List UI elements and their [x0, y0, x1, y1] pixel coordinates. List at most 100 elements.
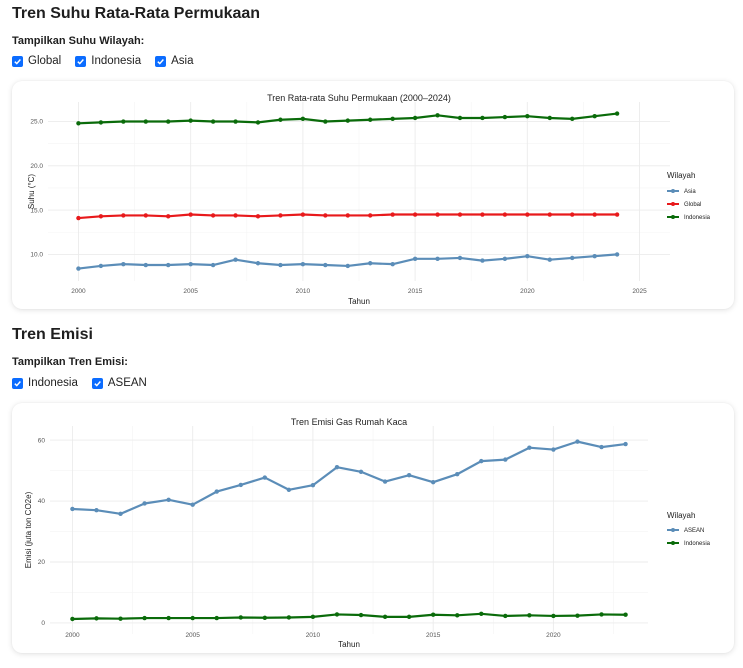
data-point-indonesia — [210, 119, 216, 124]
data-point-indonesia — [368, 117, 373, 122]
data-point-global — [525, 212, 530, 217]
data-point-asia — [76, 266, 81, 271]
data-point-indonesia — [166, 615, 171, 621]
y-tick-label: 40 — [38, 498, 46, 505]
data-point-asia — [547, 257, 552, 262]
data-point-asia — [570, 255, 575, 261]
legend-key-point — [671, 215, 675, 219]
checkbox-label: Global — [28, 55, 62, 67]
data-point-indonesia — [345, 118, 350, 123]
checkbox-label: Indonesia — [28, 377, 78, 389]
data-point-indonesia — [118, 616, 123, 621]
data-point-asia — [345, 263, 350, 269]
temperature-chart: 2000 2005 2010 2015 2020 2025 10.0 15.0 20.0 25.0… — [27, 93, 711, 306]
checkbox-checked-icon[interactable] — [91, 377, 103, 389]
data-point-asia — [368, 261, 373, 266]
data-point-indonesia — [503, 613, 508, 619]
data-point-asean — [358, 469, 364, 474]
legend-key-point — [671, 541, 675, 545]
x-tick-label: 2010 — [306, 632, 321, 639]
y-tick-label: 20 — [38, 559, 46, 566]
data-point-global — [614, 212, 620, 217]
checkbox-asia[interactable]: Asia — [155, 55, 194, 67]
data-point-asean — [334, 465, 340, 470]
checkbox-asean[interactable]: ASEAN — [91, 377, 147, 389]
data-point-indonesia — [412, 115, 418, 121]
data-point-global — [98, 214, 104, 219]
x-tick-label: 2005 — [185, 632, 200, 639]
data-point-asia — [592, 253, 597, 259]
data-point-asia — [233, 257, 238, 262]
data-point-asean — [166, 497, 171, 503]
data-point-asia — [435, 256, 440, 262]
checkbox-checked-icon[interactable] — [12, 55, 23, 67]
data-point-global — [435, 212, 440, 217]
x-tick-label: 2005 — [183, 288, 198, 295]
data-point-indonesia — [190, 615, 195, 621]
x-tick-label: 2015 — [426, 632, 441, 639]
x-tick-label: 2000 — [65, 632, 80, 639]
data-point-indonesia — [262, 615, 268, 620]
data-point-asean — [190, 502, 195, 507]
legend-title: Wilayah — [667, 171, 695, 180]
data-point-asia — [390, 261, 395, 267]
data-point-indonesia — [455, 613, 460, 618]
data-point-indonesia — [278, 117, 283, 122]
data-point-asean — [262, 475, 268, 480]
x-tick-label: 2020 — [520, 288, 535, 295]
data-point-global — [323, 213, 328, 218]
checkbox-checked-icon[interactable] — [75, 55, 87, 67]
data-point-indonesia — [76, 121, 81, 126]
checkbox-checked-icon[interactable] — [12, 377, 23, 389]
data-point-asia — [278, 262, 283, 268]
checkbox-indonesia[interactable]: Indonesia — [75, 55, 141, 67]
data-point-asean — [406, 472, 412, 478]
data-point-asia — [525, 253, 530, 259]
data-point-indonesia — [166, 119, 171, 124]
data-point-asean — [430, 479, 436, 485]
x-tick-label: 2015 — [408, 288, 423, 295]
data-point-indonesia — [406, 614, 412, 620]
data-point-indonesia — [480, 115, 485, 121]
series-line-asean — [72, 440, 626, 515]
data-point-indonesia — [390, 116, 395, 122]
temp-toggle-label: Tampilkan Suhu Wilayah: — [12, 35, 145, 47]
data-point-global — [166, 214, 171, 219]
checkbox-global[interactable]: Global — [12, 55, 61, 67]
data-point-indonesia — [527, 613, 532, 618]
y-axis-label: Emisi (juta ton CO2e) — [24, 491, 33, 568]
data-point-indonesia — [323, 119, 328, 124]
data-point-asia — [614, 252, 620, 257]
data-point-asia — [300, 261, 306, 267]
y-tick-label: 20.0 — [30, 163, 43, 170]
temperature-chart-card: 2000 2005 2010 2015 2020 2025 10.0 15.0 20.0 25.0… — [12, 81, 734, 309]
data-point-indonesia — [300, 116, 306, 122]
checkbox-indonesia-emission[interactable]: Indonesia — [12, 377, 78, 389]
data-point-indonesia — [614, 111, 620, 116]
legend-key-point — [671, 202, 675, 206]
data-point-indonesia — [435, 113, 440, 118]
x-axis-label: Tahun — [348, 297, 370, 306]
data-point-asia — [210, 262, 216, 268]
checkbox-checked-icon[interactable] — [155, 55, 167, 67]
y-tick-label: 0 — [41, 620, 45, 627]
data-point-asean — [503, 457, 508, 462]
data-point-global — [345, 213, 350, 218]
data-point-indonesia — [479, 611, 484, 617]
data-point-global — [592, 212, 597, 217]
data-point-indonesia — [238, 615, 243, 620]
data-point-indonesia — [334, 612, 340, 617]
data-point-global — [76, 215, 81, 221]
data-point-asean — [623, 441, 628, 447]
series-line-indonesia — [72, 612, 626, 621]
legend-label-asia: Asia — [684, 189, 696, 195]
data-point-asean — [214, 489, 219, 494]
legend-label-indonesia: Indonesia — [684, 215, 711, 221]
data-point-indonesia — [358, 612, 364, 618]
legend-title: Wilayah — [667, 511, 695, 520]
data-point-asean — [286, 487, 292, 492]
data-point-indonesia — [98, 120, 104, 125]
data-point-global — [570, 212, 575, 217]
data-point-asean — [118, 511, 123, 517]
data-point-indonesia — [310, 614, 316, 620]
